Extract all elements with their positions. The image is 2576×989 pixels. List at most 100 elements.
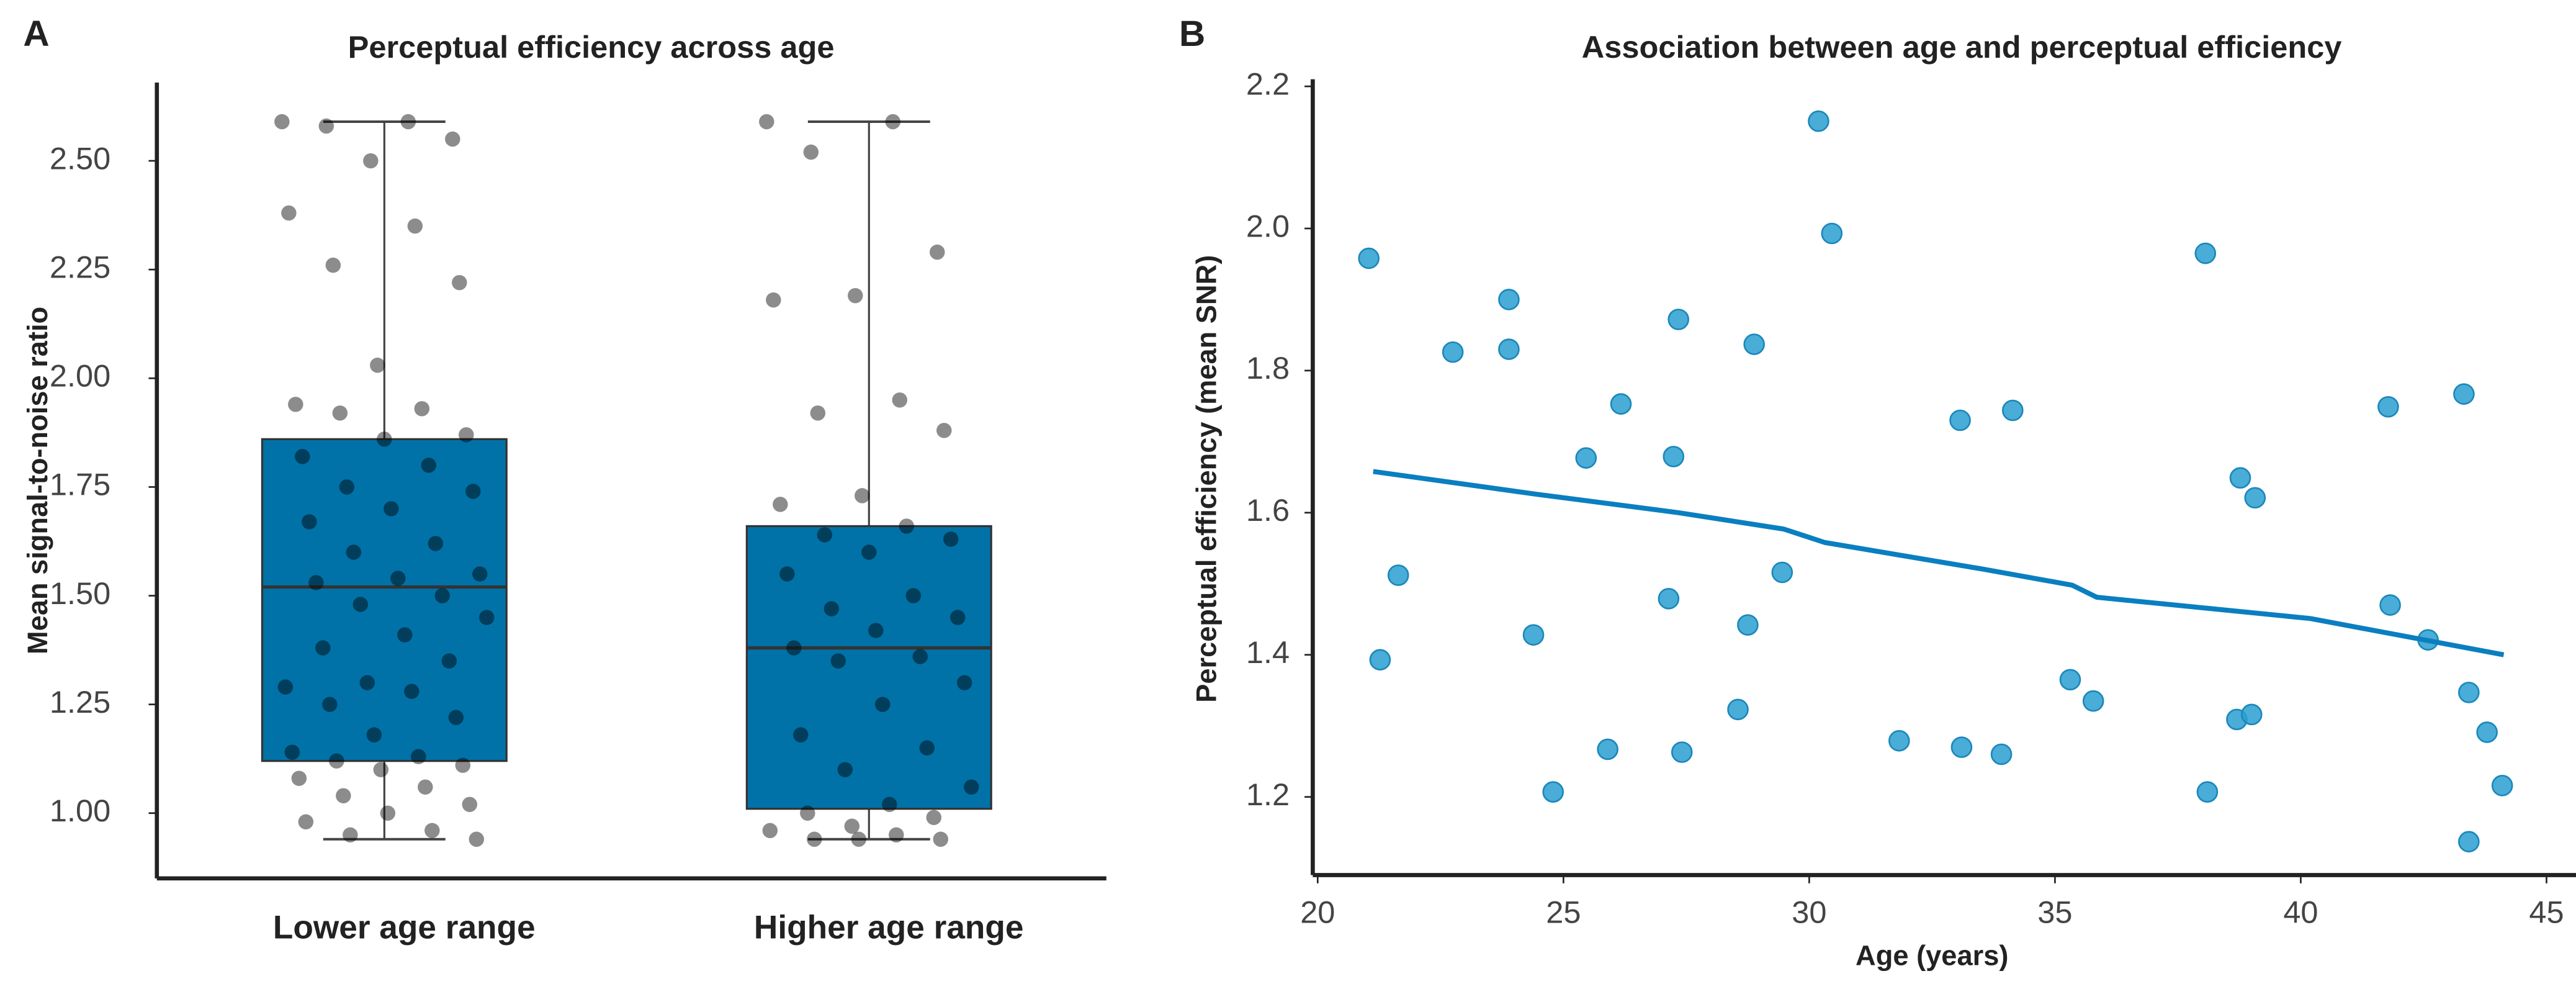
data-point [441,653,457,669]
y-tick-label: 2.0 [1246,208,1290,243]
data-point [418,779,433,795]
data-point [1949,409,1971,431]
data-point [411,749,426,764]
data-point [2476,721,2498,743]
data-point [2059,669,2081,691]
data-point [2491,775,2513,797]
data-point [284,744,300,760]
chart-title: Perceptual efficiency across age [348,29,835,65]
data-point [281,205,297,221]
data-point [1737,614,1759,636]
data-point [1575,447,1597,469]
data-point [448,710,464,725]
data-point [2196,781,2219,803]
data-point [800,805,815,821]
data-point [2458,682,2480,703]
data-point [1663,446,1685,467]
data-point [1358,247,1380,269]
data-point [295,449,310,464]
data-point [343,827,358,843]
data-point [332,405,348,421]
data-point [844,818,860,834]
data-point [926,810,942,825]
y-tick-label: 2.00 [50,358,110,394]
data-point [315,640,331,656]
data-point [889,827,904,843]
panel-label: A [23,14,49,54]
data-point [861,544,877,560]
data-point [762,823,778,839]
data-point [919,740,935,756]
data-point [2379,594,2401,616]
chart-title: Association between age and perceptual e… [1582,29,2342,65]
data-point [868,623,884,638]
fit-line [1373,469,2505,657]
data-point [2244,487,2266,509]
data-point [339,479,355,495]
data-point [318,118,334,134]
x-tick-label: 20 [1300,895,1335,930]
data-point [397,627,413,643]
data-point [930,244,945,260]
data-point [1727,698,1749,721]
data-point [1597,738,1618,761]
data-point [1821,222,1843,245]
data-point [1990,743,2013,765]
data-point [322,697,338,712]
y-tick-label: 1.50 [50,576,110,611]
data-point [759,114,774,130]
data-point [936,423,952,438]
data-point [445,131,460,147]
data-point [848,287,863,304]
data-point [308,575,324,590]
y-tick-label: 1.8 [1246,350,1290,386]
data-point [933,831,949,847]
data-point [1369,649,1391,671]
data-point [786,640,802,656]
data-point [2002,399,2024,422]
y-tick-label: 2.25 [50,250,110,285]
data-point [390,571,406,586]
x-tick-label: 45 [2529,895,2564,930]
data-point [885,114,901,130]
data-point [779,566,795,582]
data-point [302,514,317,530]
y-tick-label: 1.25 [50,684,110,720]
data-point [2194,242,2217,264]
data-point [1808,110,1829,132]
data-point [291,770,307,786]
data-point [459,427,474,443]
data-point [2458,831,2480,852]
data-point [912,649,928,664]
data-point [346,544,362,560]
data-point [2377,395,2399,418]
data-point [773,497,788,512]
data-point [817,527,833,543]
data-point [407,218,423,234]
data-point [380,805,396,821]
data-point [472,566,488,582]
data-point [1658,588,1680,610]
data-point [837,762,853,777]
data-point [2229,467,2251,489]
data-point [329,753,344,769]
y-tick-label: 1.6 [1246,492,1290,528]
data-point [363,153,379,169]
data-point [882,797,897,812]
data-point [1671,741,1693,763]
x-axis-label: Age (years) [1856,939,2008,971]
data-point [465,484,481,499]
x-tick-label: 30 [1792,895,1826,930]
data-point [875,697,891,712]
y-tick-label: 2.2 [1246,66,1290,101]
data-point [455,757,471,773]
y-tick-label: 1.2 [1246,777,1290,812]
data-point [851,831,867,847]
data-point [824,601,840,616]
data-point [373,762,389,777]
data-point [950,610,966,625]
data-point [1522,624,1545,646]
data-point [428,536,444,551]
data-point [855,488,870,504]
data-point [964,779,979,795]
